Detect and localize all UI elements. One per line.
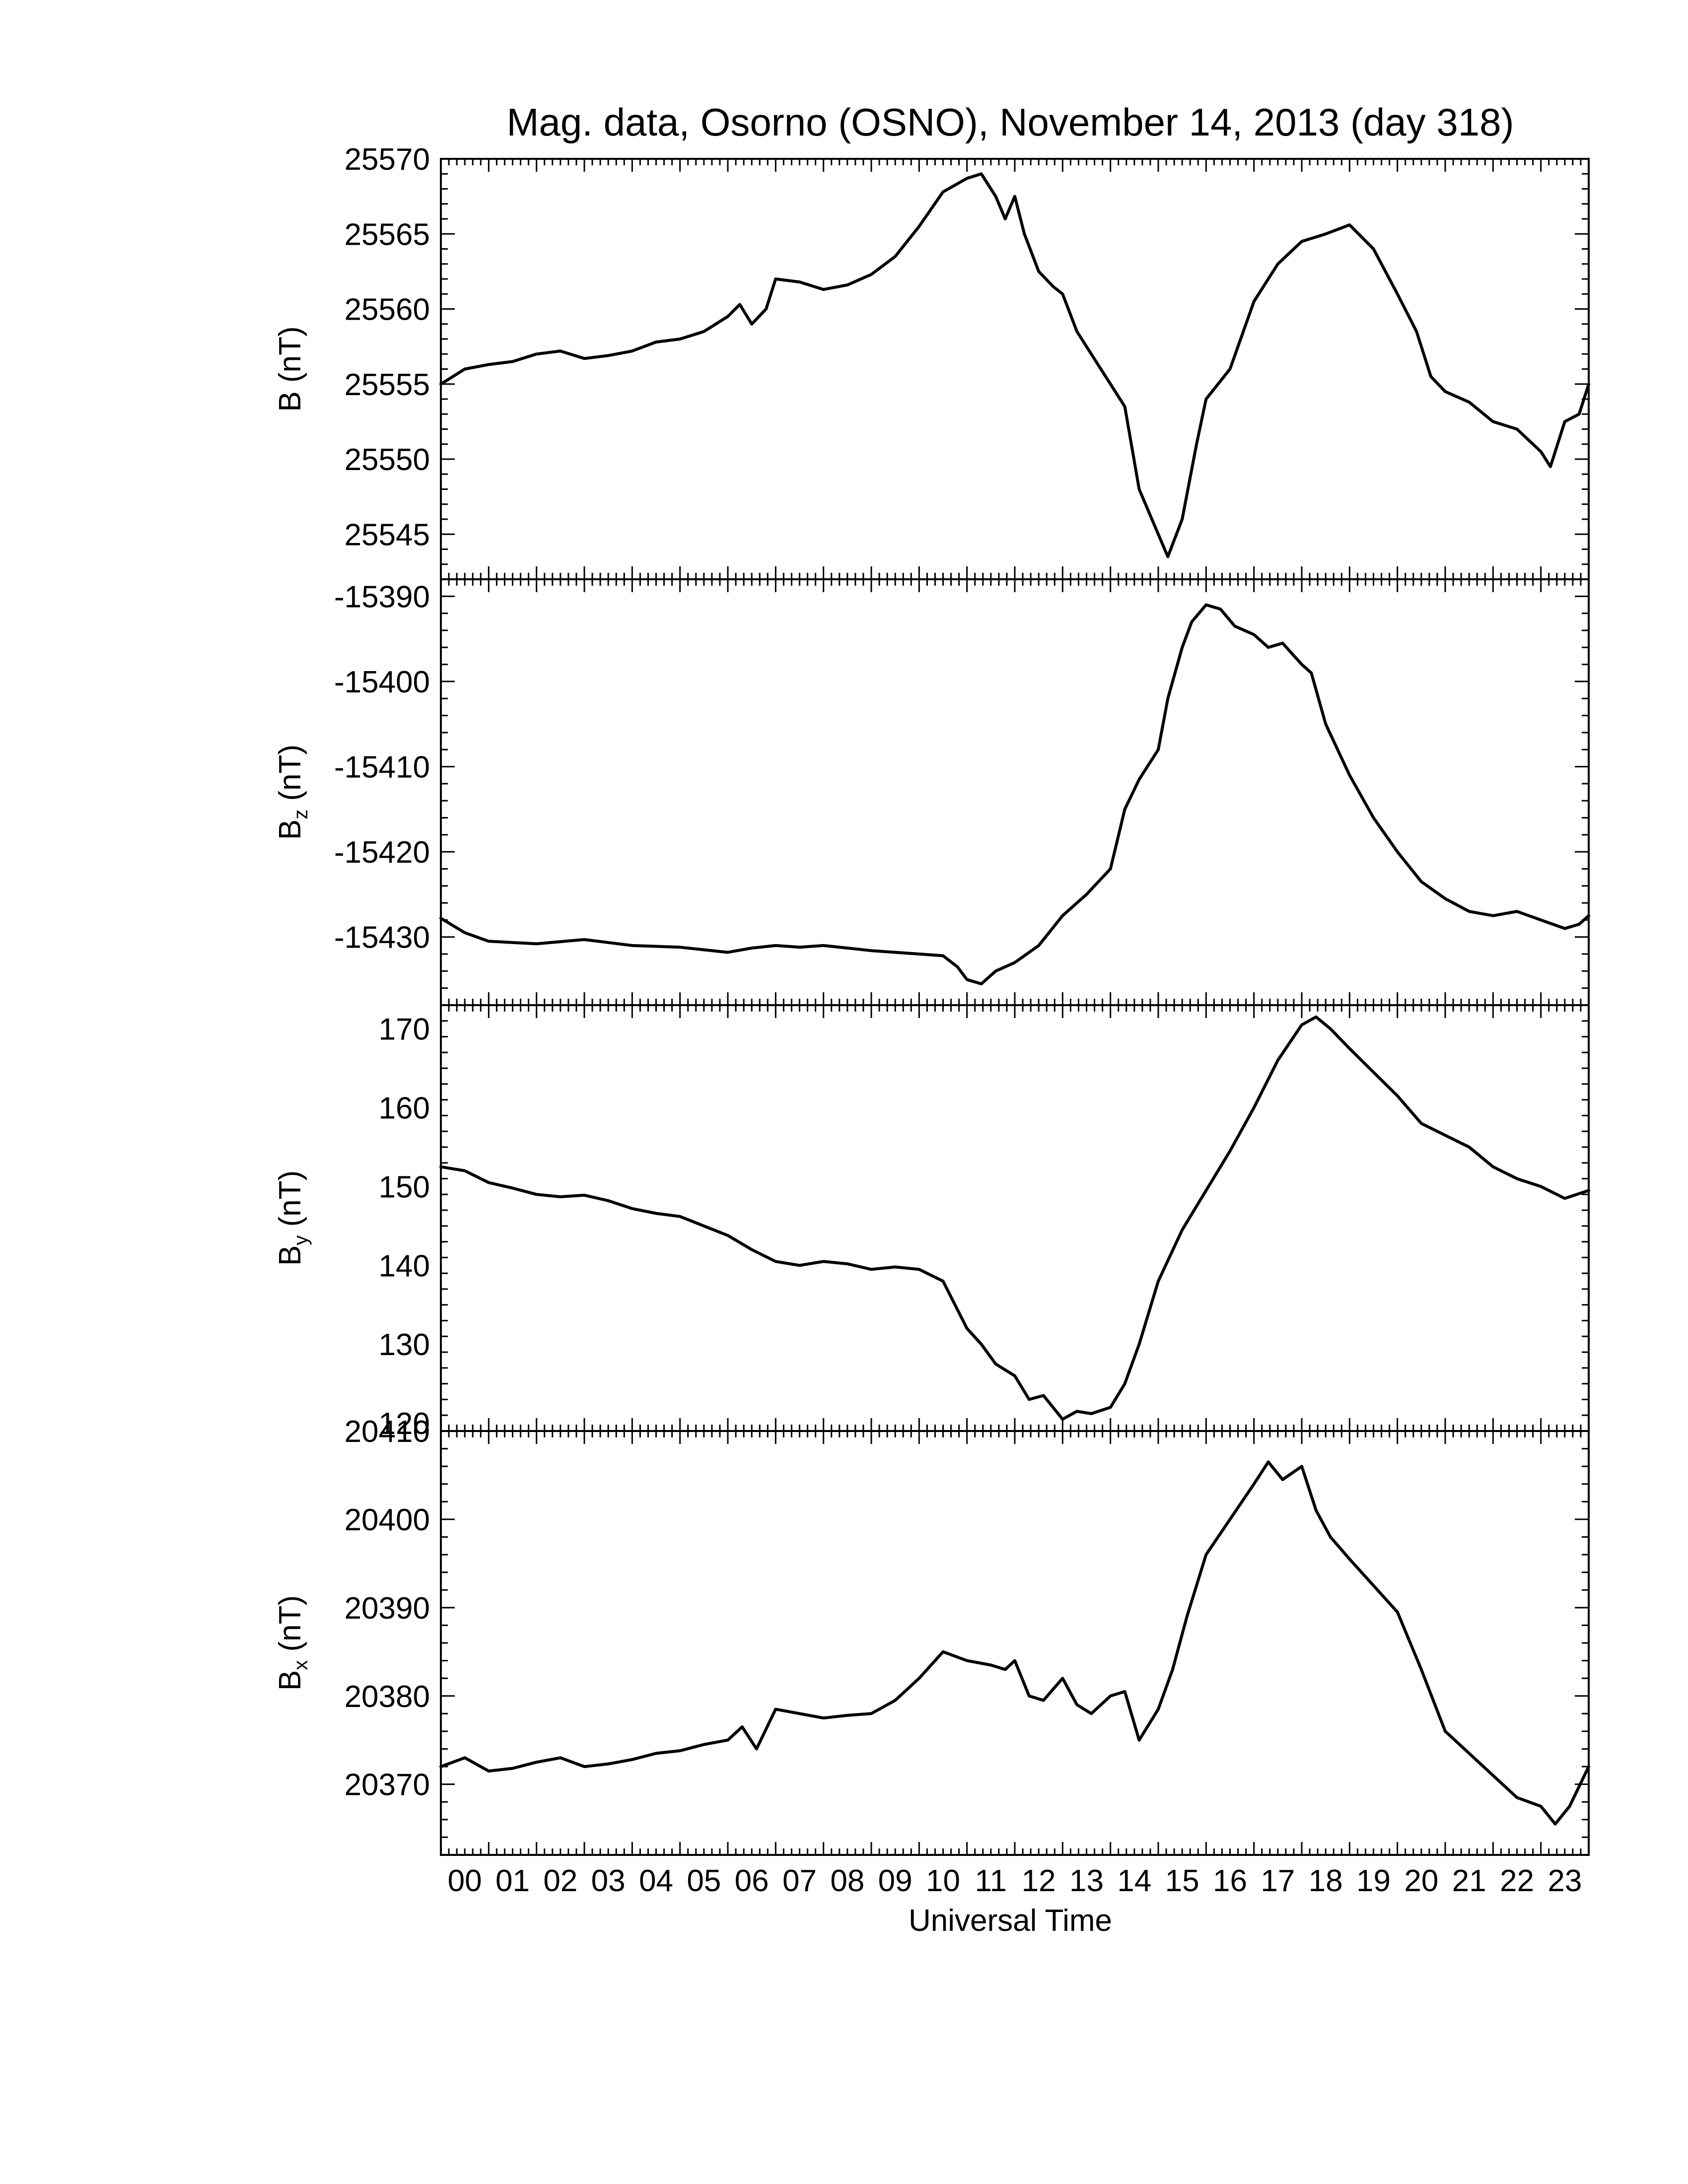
x-tick-label: 16 — [1213, 1864, 1247, 1898]
x-axis-label: Universal Time — [909, 1904, 1112, 1938]
x-tick-label: 03 — [591, 1864, 626, 1898]
x-tick-label: 20 — [1404, 1864, 1438, 1898]
y-axis-label: By (nT) — [273, 1170, 312, 1266]
y-axis-label: Bx (nT) — [273, 1595, 312, 1691]
x-tick-label: 22 — [1500, 1864, 1534, 1898]
y-tick-label: 120 — [379, 1407, 430, 1441]
panel-bz: -15430 -15420 -15410 -15400 -15390 Bz (nT) — [273, 578, 1590, 1006]
y-tick-label: -15390 — [334, 580, 430, 614]
y-tick-label: 130 — [379, 1328, 430, 1362]
panel-bx: 20370 20380 20390 20400 20410 Bx (nT) — [273, 1415, 1590, 1856]
x-tick-label: 09 — [878, 1864, 913, 1898]
y-tick-label: 20380 — [345, 1680, 430, 1714]
y-tick-label: 20410 — [345, 1415, 430, 1449]
y-tick-label: 170 — [379, 1013, 430, 1047]
series-line-b — [439, 172, 1590, 558]
x-tick-label: 07 — [782, 1864, 817, 1898]
x-tick-label: 23 — [1547, 1864, 1582, 1898]
y-tick-label: 25560 — [345, 293, 430, 327]
x-tick-label: 19 — [1356, 1864, 1391, 1898]
series-line-bx — [439, 1460, 1590, 1826]
x-tick-label: 01 — [495, 1864, 530, 1898]
x-tick-label: 12 — [1022, 1864, 1056, 1898]
y-tick-label: 20370 — [345, 1768, 430, 1802]
x-tick-label: 02 — [543, 1864, 577, 1898]
y-tick-label: 25565 — [345, 217, 430, 252]
y-tick-label: 160 — [379, 1092, 430, 1126]
x-tick-label: 05 — [687, 1864, 721, 1898]
y-tick-label: -15400 — [334, 665, 430, 699]
y-tick-label: 20400 — [345, 1503, 430, 1537]
panel-stack: 25545 25550 25555 25560 25565 25570 B (nT) -154… — [273, 142, 1590, 1856]
x-tick-label: 21 — [1452, 1864, 1486, 1898]
series-line-bz — [439, 603, 1590, 986]
x-tick-label: 14 — [1117, 1864, 1151, 1898]
panel-by: 120 130 140 150 160 170 By (nT) — [273, 1004, 1590, 1441]
y-axis-label: B (nT) — [273, 326, 307, 411]
panel-frame — [440, 1430, 1590, 1856]
y-tick-label: 20390 — [345, 1591, 430, 1626]
y-tick-label: 25545 — [345, 518, 430, 552]
y-tick-label: -15410 — [334, 751, 430, 785]
x-tick-label: 00 — [448, 1864, 482, 1898]
y-tick-label: 140 — [379, 1249, 430, 1283]
x-tick-label: 06 — [735, 1864, 769, 1898]
x-axis: 00 01 02 03 04 05 06 07 08 09 10 11 12 13 14 15 16 17 18 19… — [448, 1864, 1582, 1898]
x-tick-label: 13 — [1069, 1864, 1104, 1898]
y-tick-label: -15430 — [334, 921, 430, 955]
x-tick-label: 15 — [1165, 1864, 1199, 1898]
y-tick-label: 150 — [379, 1170, 430, 1204]
y-tick-label: -15420 — [334, 835, 430, 870]
x-tick-label: 17 — [1261, 1864, 1295, 1898]
panel-b: 25545 25550 25555 25560 25565 25570 B (nT) — [273, 142, 1590, 580]
panel-frame — [440, 1004, 1590, 1432]
x-tick-label: 04 — [639, 1864, 673, 1898]
chart-title: Mag. data, Osorno (OSNO), November 14, 2… — [507, 100, 1514, 144]
x-tick-label: 10 — [926, 1864, 960, 1898]
y-tick-label: 25550 — [345, 443, 430, 477]
x-tick-label: 08 — [830, 1864, 864, 1898]
x-tick-label: 18 — [1309, 1864, 1343, 1898]
series-line-by — [439, 1015, 1590, 1421]
panel-frame — [440, 158, 1590, 580]
y-tick-label: 25570 — [345, 142, 430, 177]
y-axis-label: Bz (nT) — [273, 745, 312, 840]
y-tick-label: 25555 — [345, 368, 430, 402]
x-tick-label: 11 — [975, 1864, 1007, 1898]
panel-frame — [440, 578, 1590, 1006]
